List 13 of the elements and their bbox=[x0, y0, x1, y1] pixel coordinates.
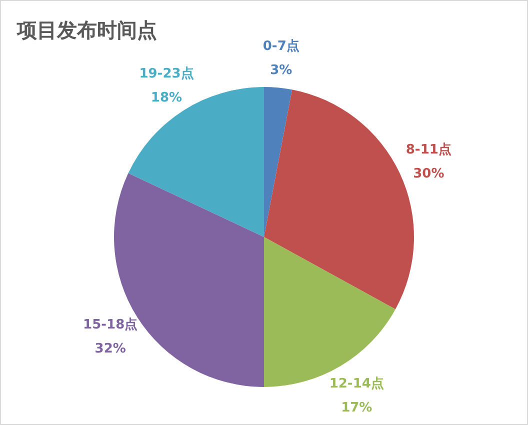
pie-slice bbox=[128, 87, 264, 237]
data-label: 17% bbox=[341, 400, 372, 416]
slice-label: 19-23点 bbox=[139, 65, 194, 82]
slice-label: 12-14点 bbox=[329, 376, 384, 392]
data-label: 18% bbox=[150, 90, 182, 106]
data-label: 32% bbox=[94, 342, 126, 357]
chart-title: 项目发布时间点 bbox=[16, 18, 157, 42]
data-label: 3% bbox=[270, 62, 292, 78]
slice-label: 8-11点 bbox=[406, 142, 452, 158]
data-label: 30% bbox=[413, 166, 444, 182]
slice-label: 15-18点 bbox=[83, 316, 138, 333]
slice-label: 0-7点 bbox=[262, 38, 300, 54]
pie-slice bbox=[264, 87, 292, 237]
